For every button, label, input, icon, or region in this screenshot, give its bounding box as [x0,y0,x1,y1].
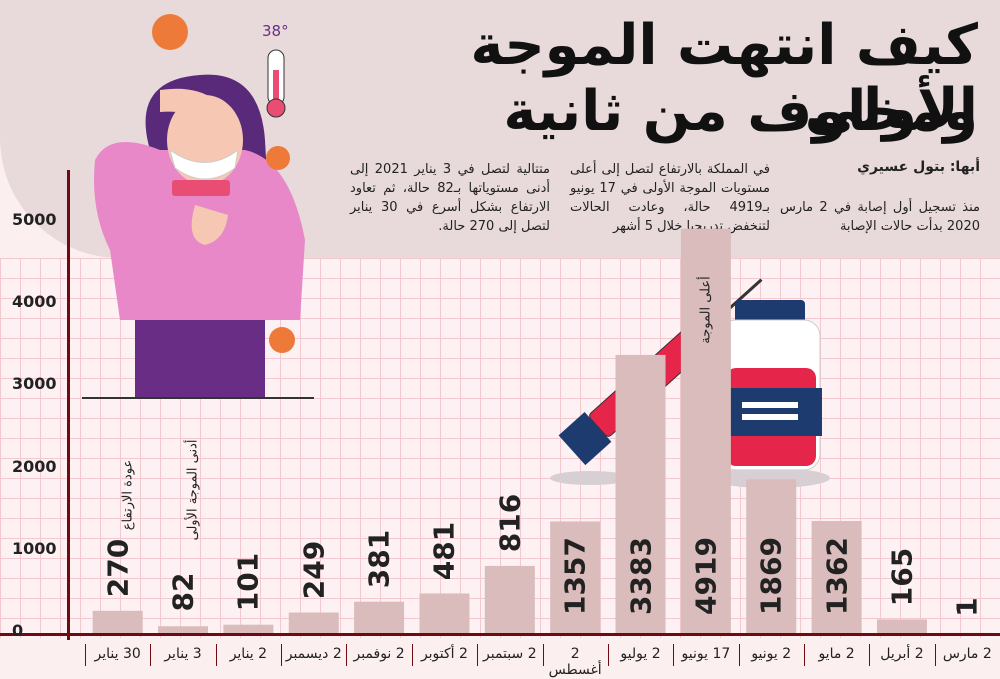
x-tick-separator [346,644,348,666]
annotation-label: أدنى الموجة الأولى [185,439,201,541]
byline: أبها: بتول عسيري [857,159,980,175]
thermometer-label: 38° [262,22,289,40]
y-tick-label: 3000 [12,374,57,394]
x-tick-separator [869,644,871,666]
x-tick-label: 3 يناير [164,646,202,662]
value-label: 165 [885,547,919,607]
value-label: 3383 [624,537,658,615]
paragraph-1: منذ تسجيل أول إصابة في 2 مارس 2020 بدأت … [780,200,980,234]
annotation-label: عودة الارتفاع [120,459,136,531]
x-tick-label: 30 يناير [94,646,141,662]
y-tick-label: 2000 [12,456,57,476]
title-line-2: ومخاوف من ثانية [503,79,978,144]
y-tick-label: 5000 [12,210,57,229]
value-label: 101 [231,552,265,612]
bar-8 [419,593,470,633]
value-label: 1869 [754,537,788,615]
x-axis-line [0,633,1000,636]
value-label: 1 [950,597,984,618]
thermometer-icon [266,49,286,118]
x-tick-separator [411,644,413,666]
y-tick-label: 4000 [12,292,57,312]
x-tick-separator [150,644,152,666]
bar-10 [288,612,339,633]
bar-11 [223,624,274,633]
y-tick-label: 0 [12,621,24,640]
value-label: 381 [362,529,396,589]
bar-7 [484,565,535,633]
value-label: 249 [297,540,331,600]
x-tick-label: 2 يناير [229,646,268,662]
bar-1 [876,619,927,633]
bar-5 [615,354,666,633]
x-tick-label: 17 يونيو [681,646,731,662]
x-tick-label: 2 يوليو [620,646,661,662]
bar-6 [550,521,601,633]
vaccine-vial-icon [710,300,830,488]
x-tick-separator [803,644,805,666]
x-tick-separator [934,644,936,666]
value-label: 82 [166,572,200,612]
bar-4 [680,228,731,633]
annotation-label: أعلى الموجة [698,276,714,344]
value-label: 1357 [558,537,592,615]
x-tick-separator [607,644,609,666]
bar-13 [92,610,143,633]
x-tick-separator [281,644,283,666]
x-tick-label: 2 ديسمبر [285,646,342,662]
bar-2 [811,521,862,633]
value-label: 816 [493,494,527,553]
x-tick-label: 2 مارس [942,646,992,662]
sick-woman-illustration [82,74,314,399]
y-tick-label: 1000 [12,538,57,558]
x-tick-label: 2 أغسطس [548,646,602,678]
value-label: 481 [427,521,461,581]
value-label: 270 [101,539,135,598]
title-line-1: كيف انتهت الموجة الأولى [470,13,978,142]
value-label: 4919 [689,537,723,615]
x-tick-label: 2 سبتمبر [483,646,537,662]
bar-9 [354,601,405,633]
x-tick-label: 2 يونيو [751,646,792,662]
value-label: 1362 [820,537,854,615]
paragraph-2: في المملكة بالارتفاع لتصل إلى أعلى مستوي… [570,162,770,234]
x-tick-separator [85,644,86,666]
paragraph-3: متتالية لتصل في 3 يناير 2021 إلى أدنى مس… [350,162,550,234]
x-tick-separator [215,644,217,666]
y-axis-line [67,170,70,640]
bar-12 [158,626,209,633]
x-tick-separator [477,644,479,666]
virus-icon [152,14,295,353]
x-tick-label: 2 أبريل [880,646,924,662]
x-tick-separator [738,644,740,666]
x-tick-label: 2 مايو [818,646,855,662]
x-tick-separator [673,644,675,666]
x-tick-label: 2 نوفمبر [353,646,405,662]
bar-3 [746,479,797,633]
x-tick-label: 2 أكتوبر [420,646,468,662]
x-tick-separator [542,644,544,666]
